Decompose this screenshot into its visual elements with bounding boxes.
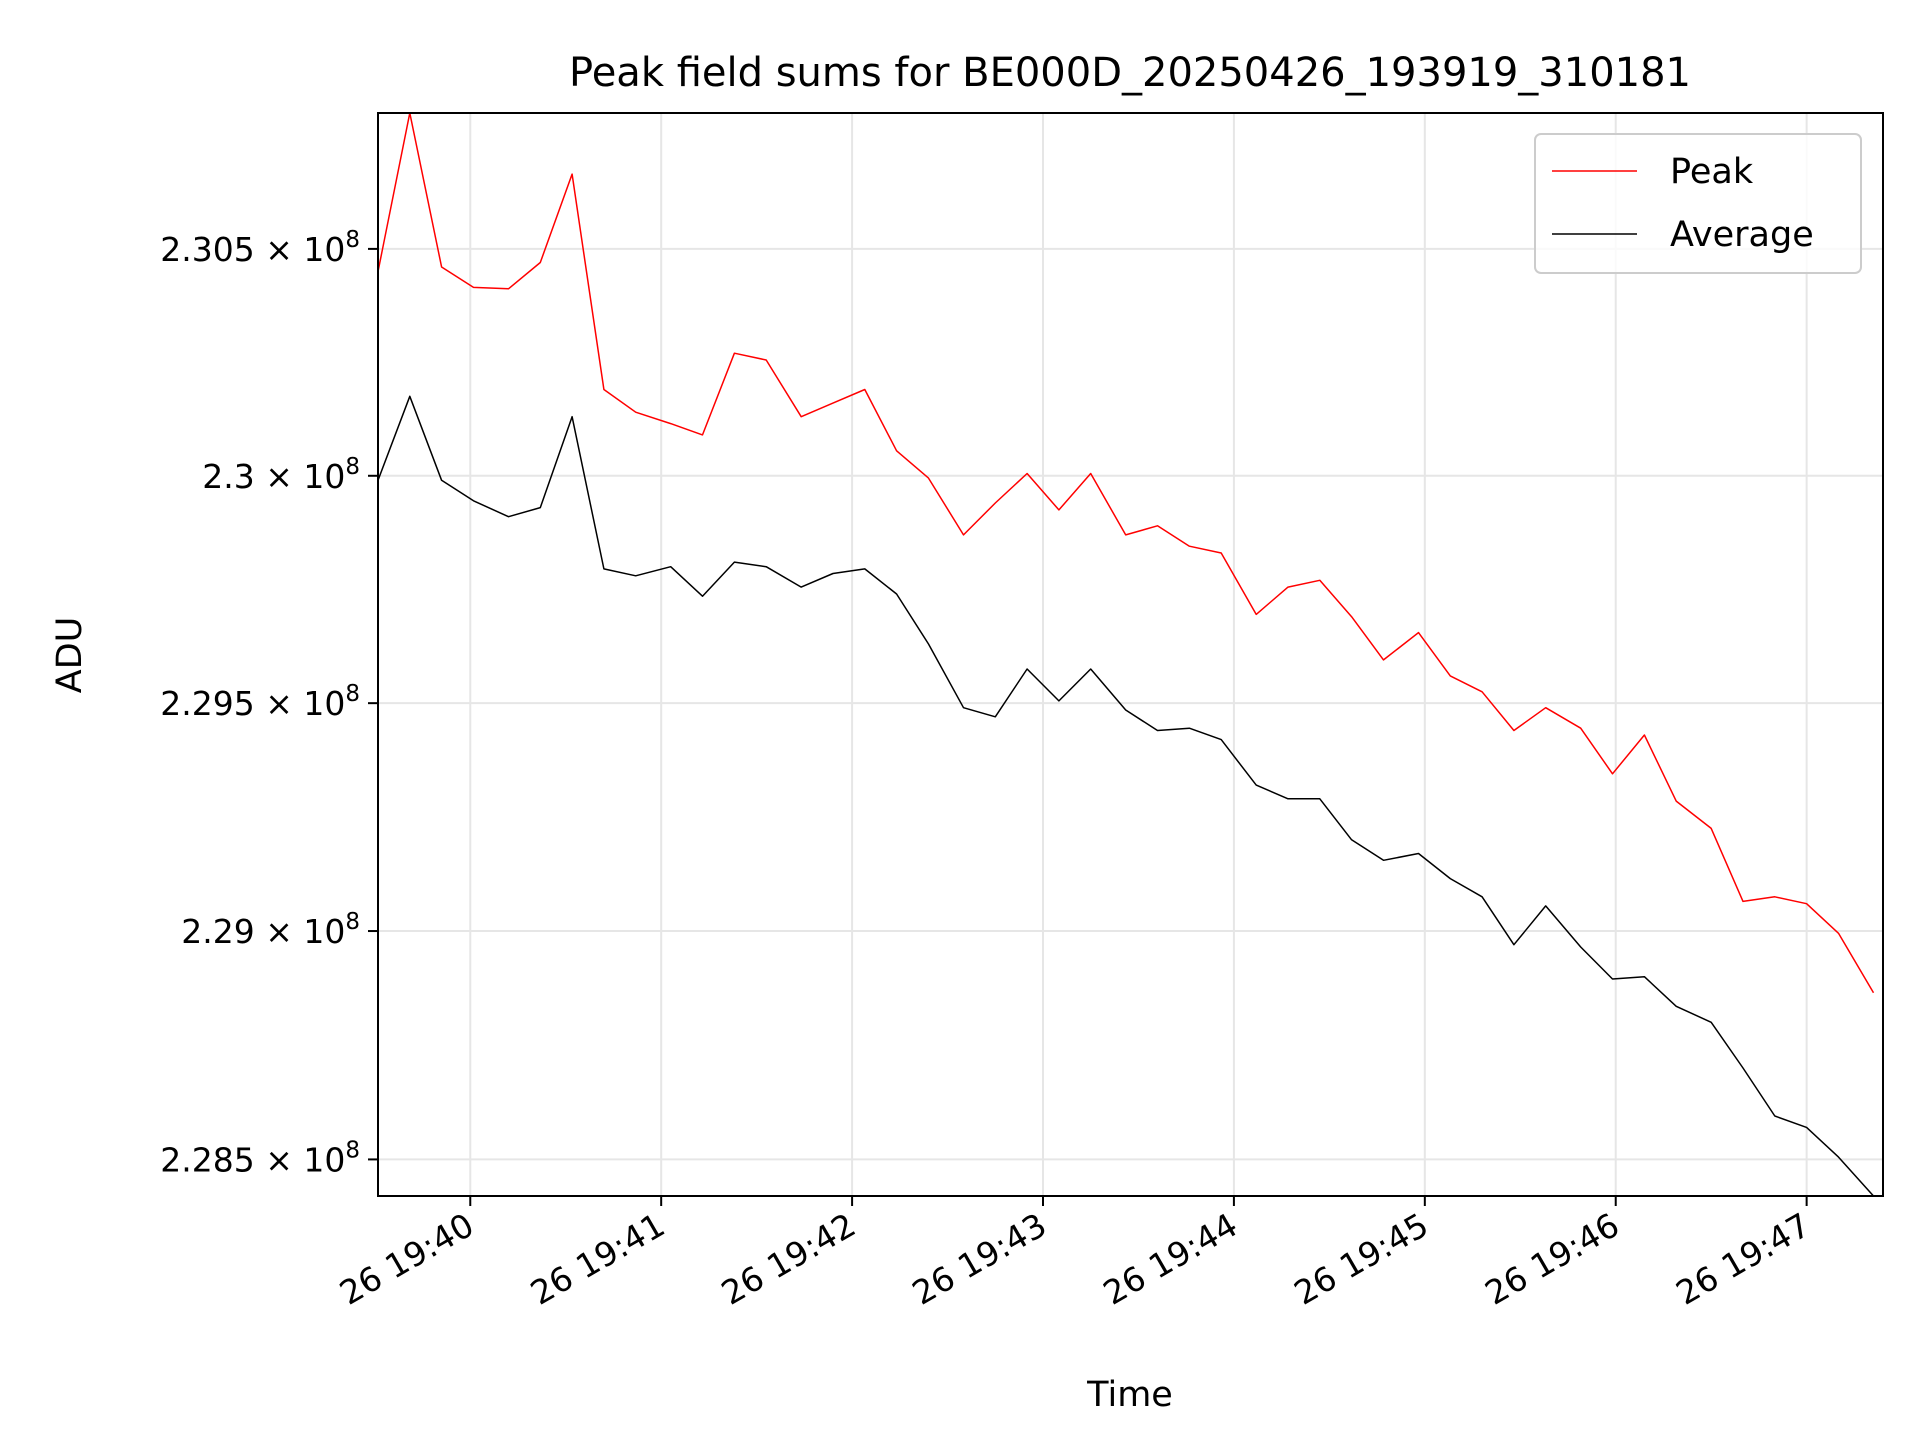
- y-axis: 2.285 × 108 2.29 × 108 2.295 × 108 2.3 × 10…: [160, 227, 378, 1179]
- plot-frame: [377, 112, 1884, 1197]
- series-line-average: [378, 395, 1875, 1196]
- y-tick-label: 2.285 × 108: [160, 1137, 360, 1179]
- series-group: [378, 113, 1875, 1196]
- legend-box: [1534, 133, 1862, 274]
- legend: Peak Average: [1534, 133, 1862, 274]
- grid: [378, 113, 1883, 1196]
- y-axis-label: ADU: [50, 617, 90, 694]
- y-tick-label: 2.3 × 108: [202, 454, 360, 496]
- x-axis-label: Time: [1086, 1375, 1173, 1415]
- series-line-peak: [378, 113, 1875, 994]
- legend-label-average: Average: [1670, 215, 1814, 255]
- legend-label-peak: Peak: [1670, 152, 1754, 192]
- chart-title: Peak field sums for BE000D_20250426_1939…: [569, 50, 1691, 96]
- y-tick-label: 2.305 × 108: [160, 227, 360, 269]
- y-tick-label: 2.295 × 108: [160, 681, 360, 723]
- y-tick-label: 2.29 × 108: [181, 909, 360, 951]
